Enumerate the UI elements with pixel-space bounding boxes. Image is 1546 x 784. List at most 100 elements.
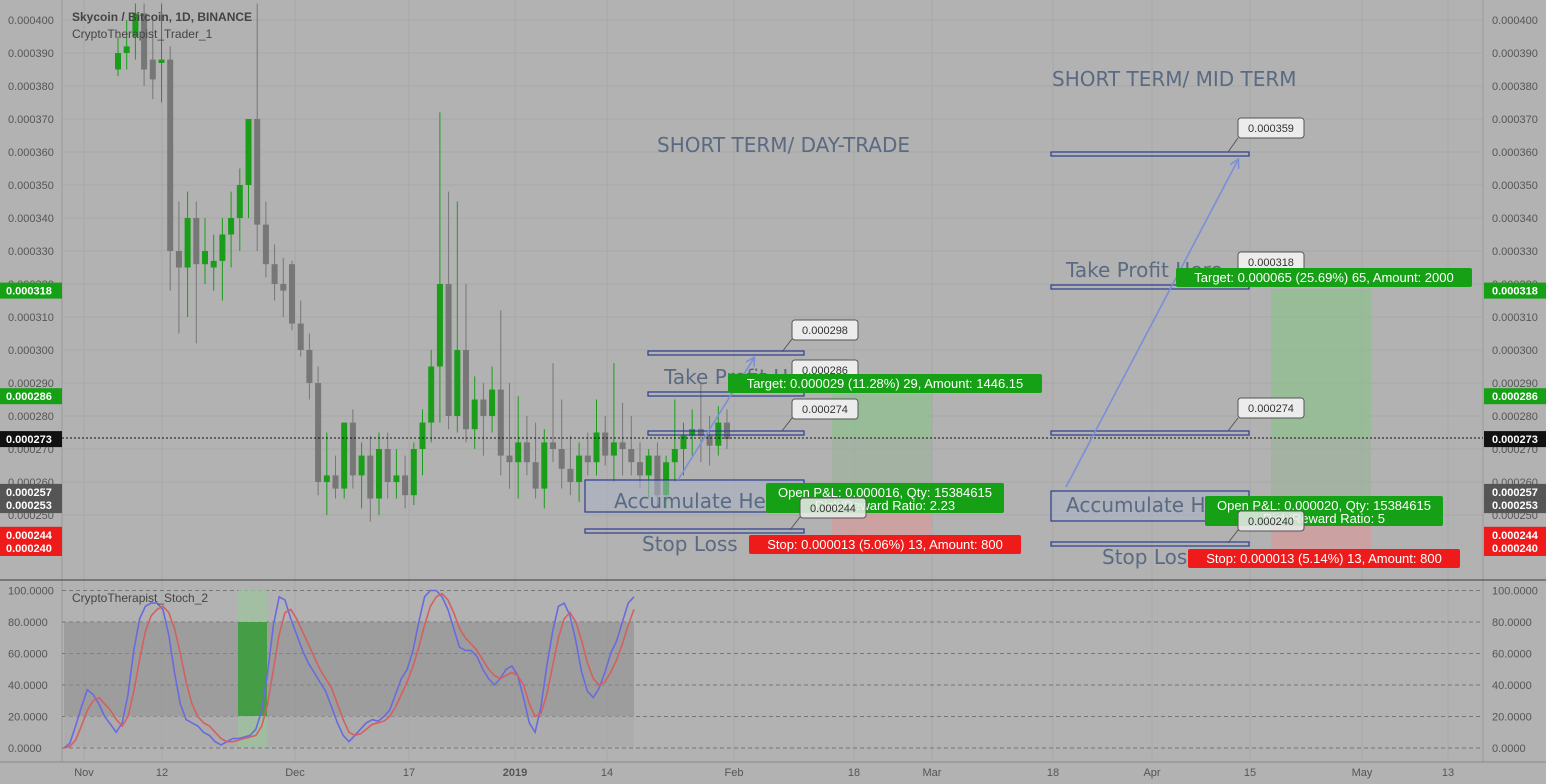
candle[interactable] <box>236 168 243 252</box>
time-axis[interactable]: Nov 12 Dec 17 2019 14 Feb 18 Mar 18 Apr 15 May 13 <box>74 767 1454 779</box>
left-accumulate-label[interactable]: Accumulate Here <box>614 489 786 513</box>
candle[interactable] <box>280 257 287 317</box>
right-stop-label[interactable]: Stop: 0.000013 (5.14%) 13, Amount: 800 <box>1188 549 1460 568</box>
candle[interactable] <box>532 422 539 499</box>
candle[interactable] <box>550 363 556 463</box>
stoch-k-line[interactable] <box>63 589 635 749</box>
candle[interactable] <box>306 333 313 400</box>
candle[interactable] <box>262 201 269 278</box>
candle[interactable] <box>141 3 148 87</box>
candle[interactable] <box>349 409 356 489</box>
candle[interactable] <box>584 432 591 476</box>
candle[interactable] <box>541 429 548 509</box>
right-stop-line[interactable] <box>1050 541 1250 547</box>
stoch-indicator-name[interactable]: CryptoTherapist_Stoch_2 <box>72 591 208 605</box>
left-callout-274[interactable]: 0.000274 <box>781 398 859 432</box>
candle-body <box>323 475 330 482</box>
candle[interactable] <box>454 201 461 433</box>
candle[interactable] <box>367 435 374 522</box>
candle[interactable] <box>202 218 208 284</box>
candle[interactable] <box>506 383 513 489</box>
candle[interactable] <box>610 363 617 482</box>
right-level-line-359[interactable] <box>1050 151 1250 157</box>
candle[interactable] <box>419 409 426 476</box>
candle[interactable] <box>376 432 382 516</box>
candle[interactable] <box>297 300 304 357</box>
candle[interactable] <box>167 46 174 291</box>
symbol-title[interactable]: Skycoin / Bitcoin, 1D, BINANCE <box>72 10 252 24</box>
left-callout-298[interactable]: 0.000298 <box>781 319 859 353</box>
candle[interactable] <box>515 396 522 499</box>
right-level-line-274[interactable] <box>1050 430 1250 436</box>
candle[interactable] <box>489 366 496 433</box>
right-callout-359[interactable]: 0.000359 <box>1227 117 1305 153</box>
indicator-name[interactable]: CryptoTherapist_Trader_1 <box>72 27 213 41</box>
left-level-line-274[interactable] <box>647 430 805 436</box>
candle[interactable] <box>123 20 130 70</box>
candle[interactable] <box>323 432 330 516</box>
candle[interactable] <box>602 416 609 466</box>
candle[interactable] <box>115 36 121 77</box>
section-title-left[interactable]: SHORT TERM/ DAY-TRADE <box>657 133 910 157</box>
section-title-right[interactable]: SHORT TERM/ MID TERM <box>1052 67 1297 91</box>
candle[interactable] <box>689 409 696 456</box>
candle[interactable] <box>619 402 626 476</box>
right-callout-240[interactable]: 0.000240 <box>1227 510 1305 544</box>
candle[interactable] <box>393 449 400 499</box>
left-level-line-286[interactable] <box>647 391 805 397</box>
candle[interactable] <box>593 399 600 476</box>
candle[interactable] <box>149 20 156 100</box>
candle[interactable] <box>384 432 391 499</box>
candlestick-series[interactable] <box>115 3 730 522</box>
left-callout-244[interactable]: 0.000244 <box>789 497 867 531</box>
candle[interactable] <box>332 455 339 499</box>
candle[interactable] <box>132 3 139 60</box>
left-level-line-298[interactable] <box>647 350 805 356</box>
candle[interactable] <box>158 3 165 103</box>
candle[interactable] <box>228 191 235 268</box>
stoch-lines[interactable] <box>63 589 635 749</box>
candle[interactable] <box>245 119 252 218</box>
price-axis-right[interactable]: 0.000400 0.000390 0.000380 0.000370 0.000360… <box>1492 15 1538 522</box>
candle[interactable] <box>628 416 635 476</box>
candle[interactable] <box>576 442 583 502</box>
right-callout-274[interactable]: 0.000274 <box>1227 397 1305 432</box>
candle[interactable] <box>523 416 530 476</box>
left-stop-line[interactable] <box>584 528 805 534</box>
candle[interactable] <box>567 435 574 496</box>
candle[interactable] <box>254 3 261 252</box>
candle[interactable] <box>497 310 504 476</box>
left-stop-loss-label[interactable]: Stop Loss <box>642 532 738 556</box>
candle[interactable] <box>341 422 348 499</box>
candle[interactable] <box>445 191 452 430</box>
candle[interactable] <box>463 284 469 443</box>
right-projection-arrow[interactable] <box>1065 160 1238 488</box>
candle[interactable] <box>706 416 713 466</box>
candle[interactable] <box>358 442 365 509</box>
candle[interactable] <box>436 112 443 423</box>
right-stop-loss-label[interactable]: Stop Loss <box>1102 545 1198 569</box>
right-target-label[interactable]: Target: 0.000065 (25.69%) 65, Amount: 20… <box>1176 268 1472 287</box>
price-tick-label: 0.000310 <box>1492 312 1538 324</box>
candle[interactable] <box>315 366 322 496</box>
candle[interactable] <box>184 191 191 317</box>
candle[interactable] <box>671 399 678 483</box>
candle[interactable] <box>402 455 409 509</box>
right-callout-318[interactable]: 0.000318 <box>1227 251 1305 286</box>
candle[interactable] <box>428 350 435 443</box>
candle[interactable] <box>271 244 278 301</box>
candle[interactable] <box>471 376 478 449</box>
candle[interactable] <box>219 218 226 301</box>
left-stop-label[interactable]: Stop: 0.000013 (5.06%) 13, Amount: 800 <box>749 535 1021 554</box>
left-target-label[interactable]: Target: 0.000029 (11.28%) 29, Amount: 14… <box>728 374 1042 393</box>
candle[interactable] <box>558 399 565 489</box>
candle[interactable] <box>289 260 295 331</box>
candle[interactable] <box>175 201 182 334</box>
candle-body <box>463 350 469 430</box>
candle[interactable] <box>410 442 417 506</box>
candle[interactable] <box>480 383 487 456</box>
candle[interactable] <box>210 234 217 291</box>
candle[interactable] <box>193 201 200 344</box>
stoch-d-line[interactable] <box>63 592 635 749</box>
